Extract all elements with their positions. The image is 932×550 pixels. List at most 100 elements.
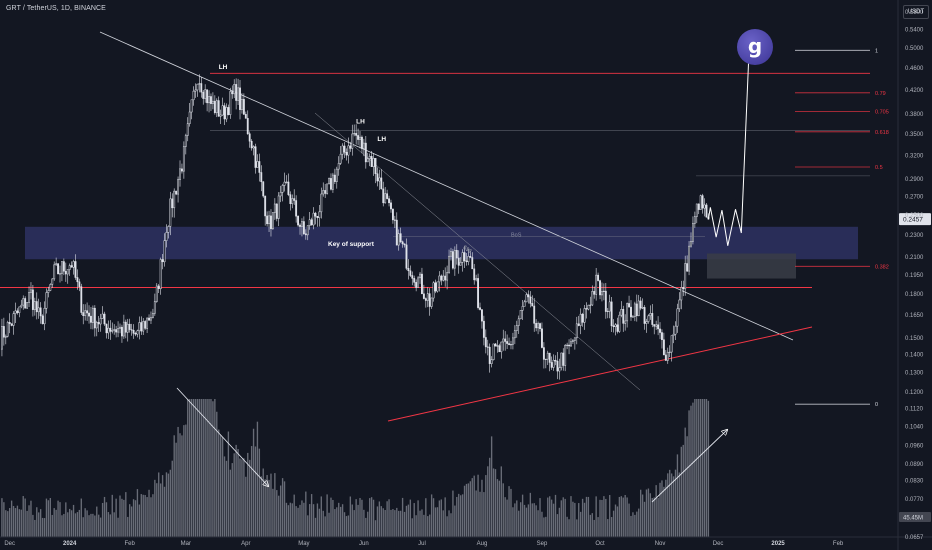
candle-body bbox=[186, 123, 189, 136]
candle-body bbox=[457, 257, 460, 266]
volume-bar bbox=[260, 476, 262, 537]
volume-bar bbox=[196, 399, 199, 537]
volume-bar bbox=[293, 494, 295, 537]
volume-bar bbox=[38, 512, 40, 537]
candle-body bbox=[179, 168, 181, 180]
volume-bar bbox=[618, 496, 621, 537]
candle-body bbox=[53, 264, 56, 280]
candle-body bbox=[18, 306, 21, 313]
candle-body bbox=[229, 91, 232, 115]
candle-body bbox=[664, 354, 667, 361]
volume-bar bbox=[92, 513, 94, 537]
candle-body bbox=[370, 156, 373, 167]
candle-body bbox=[477, 278, 480, 308]
candle-body bbox=[651, 313, 654, 325]
candle-body bbox=[252, 146, 255, 149]
volume-bar bbox=[657, 497, 659, 537]
candle-body bbox=[620, 309, 623, 316]
volume-bar bbox=[527, 504, 530, 537]
volume-bar bbox=[303, 502, 305, 537]
time-tick-label: Oct bbox=[595, 541, 605, 547]
volume-bar bbox=[487, 466, 489, 537]
volume-bar bbox=[415, 515, 417, 537]
volume-bar bbox=[146, 497, 148, 537]
volume-bar bbox=[475, 490, 477, 537]
candle-body bbox=[670, 335, 673, 353]
candle-body bbox=[273, 203, 276, 213]
volume-bar bbox=[461, 494, 464, 537]
candle-body bbox=[49, 284, 52, 291]
volume-bar bbox=[163, 486, 166, 537]
volume-bar bbox=[483, 492, 485, 537]
candle-body bbox=[630, 306, 632, 318]
candle-body bbox=[566, 344, 569, 346]
volume-bar bbox=[514, 503, 516, 537]
candle-body bbox=[542, 347, 545, 360]
candle-body bbox=[301, 221, 303, 227]
fib-level-label: 0.382 bbox=[875, 264, 889, 270]
volume-bar bbox=[229, 469, 232, 537]
candle-body bbox=[182, 146, 185, 172]
volume-bar bbox=[684, 427, 686, 537]
candle-body bbox=[589, 304, 592, 306]
time-tick-label: Feb bbox=[833, 541, 844, 547]
volume-bar bbox=[533, 503, 535, 537]
candle-body bbox=[192, 90, 195, 101]
candle-body bbox=[126, 323, 129, 333]
candle-body bbox=[155, 285, 158, 302]
volume-bar bbox=[659, 482, 661, 537]
candle-body bbox=[467, 256, 470, 263]
volume-bar bbox=[218, 429, 220, 537]
candle-body bbox=[695, 203, 698, 217]
candle-body bbox=[364, 142, 367, 163]
candle-body bbox=[471, 257, 474, 270]
volume-bar bbox=[39, 509, 42, 537]
volume-bar bbox=[643, 501, 646, 537]
candle-body bbox=[337, 163, 340, 170]
candle-body bbox=[506, 341, 509, 344]
volume-bar bbox=[442, 510, 444, 537]
volume-bar bbox=[316, 503, 319, 537]
volume-bar bbox=[214, 399, 216, 537]
price-tick-label: 0.2300 bbox=[905, 233, 924, 239]
volume-bar bbox=[231, 463, 233, 537]
volume-bar bbox=[405, 505, 408, 537]
volume-bar bbox=[12, 505, 15, 537]
candle-body bbox=[235, 84, 238, 101]
volume-bar bbox=[96, 506, 98, 537]
volume-bar bbox=[18, 509, 21, 537]
volume-bar bbox=[477, 474, 479, 537]
candle-body bbox=[165, 232, 168, 241]
volume-bar bbox=[69, 508, 71, 537]
candle-body bbox=[655, 324, 658, 327]
candle-body bbox=[84, 310, 87, 316]
price-tick-label: 0.0770 bbox=[905, 497, 924, 503]
candle-body bbox=[599, 280, 601, 296]
volume-bar bbox=[523, 504, 526, 537]
candle-body bbox=[531, 303, 534, 307]
candle-body bbox=[215, 100, 218, 113]
volume-bar bbox=[403, 511, 406, 537]
volume-bar bbox=[374, 520, 377, 537]
candle-body bbox=[579, 313, 582, 326]
candle-body bbox=[362, 142, 365, 149]
candle-body bbox=[210, 96, 212, 104]
price-tick-label: 0.5800 bbox=[905, 10, 924, 16]
volume-bar bbox=[620, 496, 622, 537]
time-tick-label: Nov bbox=[655, 541, 666, 547]
volume-layer bbox=[1, 399, 710, 537]
volume-bar bbox=[430, 494, 433, 537]
symbol-title[interactable]: GRT / TetherUS, 1D, BINANCE bbox=[6, 5, 106, 12]
candle-body bbox=[93, 307, 96, 329]
volume-bar bbox=[150, 497, 152, 537]
candle-body bbox=[128, 323, 131, 330]
candle-body bbox=[409, 270, 412, 276]
currency-badge[interactable]: USDT bbox=[903, 5, 929, 19]
candle-body bbox=[430, 297, 433, 307]
candle-body bbox=[494, 343, 497, 347]
volume-bar bbox=[113, 512, 115, 537]
volume-bar bbox=[101, 502, 104, 537]
volume-bar bbox=[535, 505, 537, 537]
volume-bar bbox=[392, 509, 394, 537]
